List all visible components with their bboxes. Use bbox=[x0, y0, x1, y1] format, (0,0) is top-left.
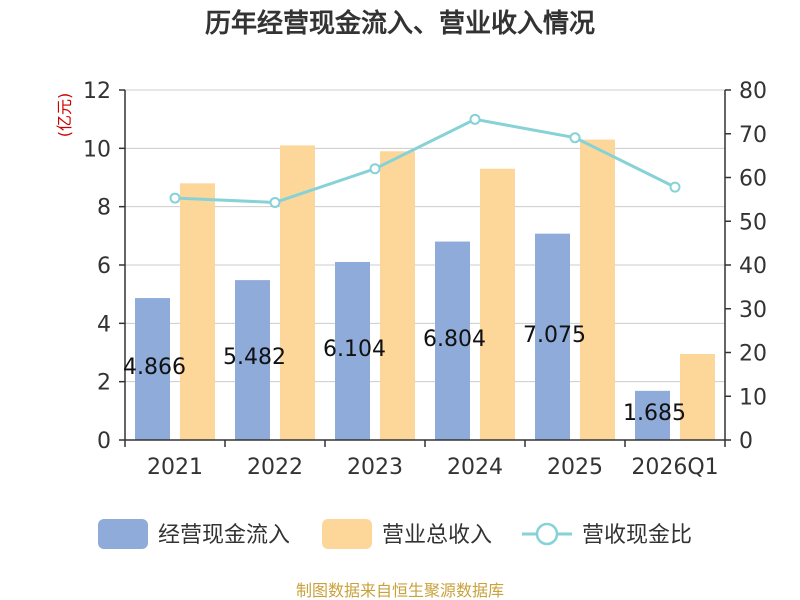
y-tick-label: 10 bbox=[83, 137, 111, 162]
data-labels: 4.866 5.482 6.104 6.804 7.075 1.685 bbox=[123, 323, 686, 426]
bars bbox=[135, 139, 715, 441]
bar-revenue bbox=[180, 183, 215, 441]
ratio-point bbox=[569, 132, 581, 144]
bar-revenue bbox=[480, 168, 515, 440]
y2-tick-label: 70 bbox=[739, 123, 767, 148]
bar-revenue bbox=[580, 139, 615, 441]
y-tick-label: 0 bbox=[97, 429, 111, 454]
bar-revenue bbox=[380, 151, 415, 440]
bar-cash-inflow bbox=[635, 390, 670, 440]
y2-tick-label: 60 bbox=[739, 167, 767, 192]
y2-tick-label: 40 bbox=[739, 254, 767, 279]
gridlines bbox=[125, 89, 725, 383]
axes: 0 2 4 6 8 10 12 0 10 20 30 40 50 60 70 80 2021 2022 2023 20… bbox=[83, 79, 767, 480]
legend-marker-ratio bbox=[535, 522, 559, 546]
x-tick-label: 2022 bbox=[247, 455, 303, 480]
bar-cash-inflow bbox=[135, 298, 170, 440]
chart-title: 历年经营现金流入、营业收入情况 bbox=[205, 8, 595, 39]
y-tick-label: 8 bbox=[97, 196, 111, 221]
bar-cash-inflow bbox=[435, 241, 470, 440]
x-tick-label: 2024 bbox=[447, 455, 503, 480]
ratio-point bbox=[169, 192, 181, 204]
y-tick-label: 2 bbox=[97, 371, 111, 396]
bar-cash-inflow bbox=[335, 261, 370, 440]
y2-tick-label: 80 bbox=[739, 79, 767, 104]
y2-tick-label: 10 bbox=[739, 385, 767, 410]
y-tick-label: 4 bbox=[97, 312, 111, 337]
legend-label-cash-inflow: 经营现金流入 bbox=[158, 523, 290, 548]
ratio-point bbox=[269, 196, 281, 208]
data-label: 1.685 bbox=[623, 401, 686, 426]
ratio-line bbox=[174, 117, 676, 204]
bar-cash-inflow bbox=[535, 233, 570, 440]
y-axis-label: (亿元) bbox=[55, 93, 74, 138]
y2-tick-label: 20 bbox=[739, 342, 767, 367]
y-tick-label: 12 bbox=[83, 79, 111, 104]
legend: 经营现金流入 营业总收入 营收现金比 bbox=[98, 519, 692, 549]
data-label: 4.866 bbox=[123, 355, 186, 380]
legend-swatch-revenue bbox=[322, 519, 372, 549]
data-label: 5.482 bbox=[223, 345, 286, 370]
y2-tick-label: 50 bbox=[739, 210, 767, 235]
y2-tick-label: 30 bbox=[739, 298, 767, 323]
x-tick-label: 2023 bbox=[347, 455, 403, 480]
line-series bbox=[169, 113, 681, 208]
source-note: 制图数据来自恒生聚源数据库 bbox=[296, 581, 504, 600]
legend-label-ratio: 营收现金比 bbox=[582, 523, 692, 548]
ratio-point bbox=[669, 181, 681, 193]
y-tick-label: 6 bbox=[97, 254, 111, 279]
ratio-point bbox=[469, 113, 481, 125]
x-tick-label: 2026Q1 bbox=[631, 455, 718, 480]
x-tick-label: 2021 bbox=[147, 455, 203, 480]
legend-label-revenue: 营业总收入 bbox=[382, 523, 492, 548]
legend-swatch-cash-inflow bbox=[98, 519, 148, 549]
bar-revenue bbox=[680, 353, 715, 440]
bar-cash-inflow bbox=[235, 280, 270, 440]
data-label: 6.804 bbox=[423, 327, 486, 352]
data-label: 6.104 bbox=[323, 337, 386, 362]
y2-tick-label: 0 bbox=[739, 429, 753, 454]
x-tick-label: 2025 bbox=[547, 455, 603, 480]
ratio-point bbox=[369, 163, 381, 175]
data-label: 7.075 bbox=[523, 323, 586, 348]
